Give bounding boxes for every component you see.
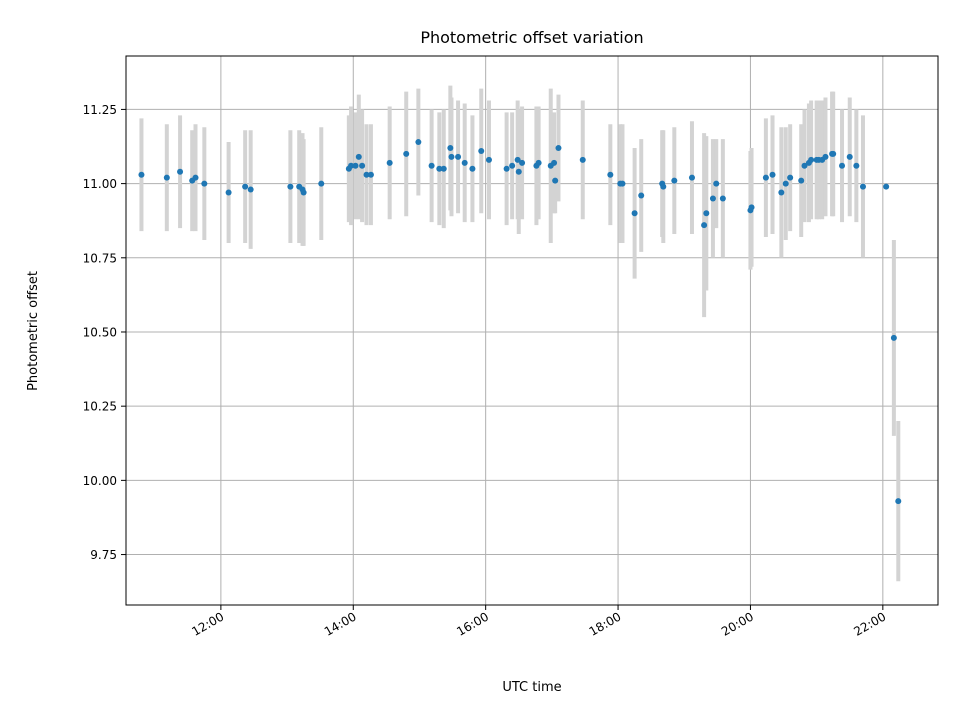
data-point: [192, 174, 199, 181]
data-point: [509, 162, 516, 169]
data-point: [363, 171, 370, 178]
data-point: [386, 159, 393, 166]
data-point: [709, 195, 716, 202]
data-point: [769, 171, 776, 178]
data-point: [455, 153, 462, 160]
data-point: [619, 180, 626, 187]
data-point: [822, 153, 829, 160]
data-point: [801, 162, 808, 169]
data-point: [318, 180, 325, 187]
data-point: [415, 139, 422, 146]
data-point: [348, 162, 355, 169]
data-point: [638, 192, 645, 199]
data-point: [748, 204, 755, 211]
data-point: [713, 180, 720, 187]
data-point: [839, 162, 846, 169]
data-point: [555, 144, 562, 151]
data-point: [552, 177, 559, 184]
data-point: [808, 156, 815, 163]
y-tick-label: 10.25: [83, 400, 117, 414]
data-point: [660, 183, 667, 190]
data-point: [859, 183, 866, 190]
data-point: [503, 165, 510, 172]
chart-title: Photometric offset variation: [420, 28, 643, 47]
data-point: [461, 159, 468, 166]
y-axis-label: Photometric offset: [26, 271, 41, 391]
data-point: [535, 159, 542, 166]
data-points: [138, 139, 902, 505]
plot-frame: [125, 55, 939, 606]
data-point: [436, 165, 443, 172]
data-point: [883, 183, 890, 190]
data-point: [163, 174, 170, 181]
data-point: [830, 150, 837, 157]
data-point: [762, 174, 769, 181]
data-point: [551, 159, 558, 166]
data-point: [703, 210, 710, 217]
x-axis-label: UTC time: [502, 680, 561, 695]
data-point: [242, 183, 249, 190]
data-point: [778, 189, 785, 196]
data-point: [671, 177, 678, 184]
data-point: [247, 186, 254, 193]
y-tick-label: 11.00: [83, 177, 117, 191]
data-point: [515, 168, 522, 175]
data-point: [787, 174, 794, 181]
y-tick-label: 10.75: [83, 251, 117, 265]
data-point: [853, 162, 860, 169]
data-point: [701, 222, 708, 229]
data-point: [607, 171, 614, 178]
data-point: [287, 183, 294, 190]
data-point: [440, 165, 447, 172]
data-point: [782, 180, 789, 187]
data-point: [519, 159, 526, 166]
data-point: [300, 189, 307, 196]
y-tick-label: 9.75: [90, 548, 117, 562]
data-point: [138, 171, 145, 178]
data-point: [447, 144, 454, 151]
data-point: [631, 210, 638, 217]
data-point: [895, 498, 902, 505]
y-tick-label: 11.25: [83, 103, 117, 117]
y-tick-label: 10.50: [83, 325, 117, 339]
y-tick-label: 10.00: [83, 474, 117, 488]
data-point: [367, 171, 374, 178]
data-point: [478, 147, 485, 154]
data-point: [798, 177, 805, 184]
data-point: [469, 165, 476, 172]
data-point: [352, 162, 359, 169]
data-point: [485, 156, 492, 163]
data-point: [688, 174, 695, 181]
data-point: [890, 334, 897, 341]
data-point: [177, 168, 184, 175]
data-point: [579, 156, 586, 163]
data-point: [403, 150, 410, 157]
data-point: [359, 162, 366, 169]
data-point: [355, 153, 362, 160]
data-point: [201, 180, 208, 187]
data-point: [448, 153, 455, 160]
data-point: [846, 153, 853, 160]
data-point: [514, 156, 521, 163]
data-point: [428, 162, 435, 169]
grid-lines: [126, 56, 938, 605]
data-point: [719, 195, 726, 202]
data-point: [225, 189, 232, 196]
